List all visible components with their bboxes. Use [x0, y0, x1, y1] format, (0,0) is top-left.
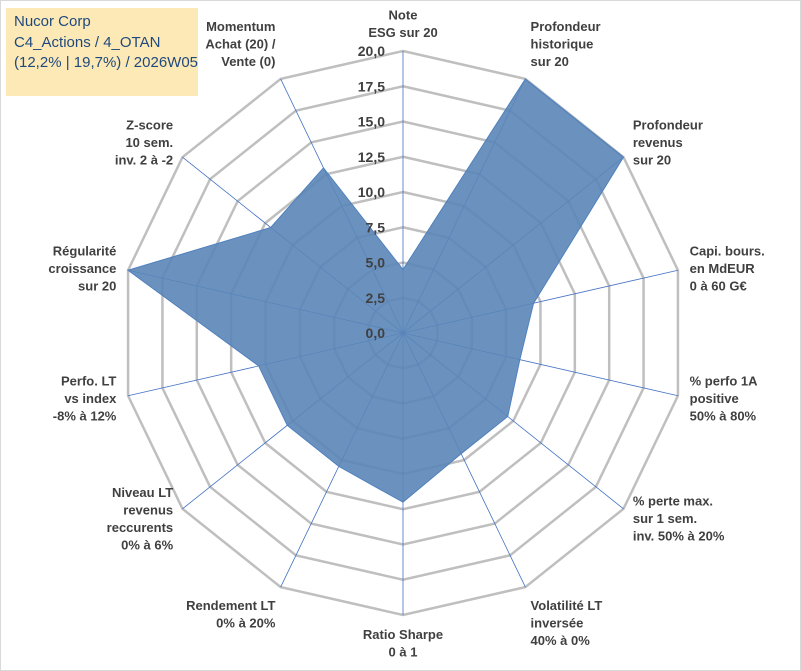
axis-label-6-line-0: Volatilité LT: [531, 598, 603, 613]
tick-label-7: 17,5: [358, 78, 385, 94]
axis-label-9: Niveau LT revenus reccurents 0% à 6%: [107, 485, 174, 553]
axis-label-10-line-0: Perfo. LT: [61, 373, 116, 388]
axis-label-7-line-1: 0 à 1: [389, 645, 418, 660]
info-box: Nucor Corp C4_Actions / 4_OTAN (12,2% | …: [6, 8, 198, 96]
axis-label-12: Z-score 10 sem. inv. 2 à -2: [115, 117, 173, 167]
axis-label-11: Régularité croissance sur 20: [48, 244, 116, 294]
tick-label-4: 10,0: [358, 184, 385, 200]
info-stats: (12,2% | 19,7%) / 2026W05: [14, 54, 198, 71]
axis-label-10: Perfo. LT vs index -8% à 12%: [53, 373, 117, 423]
axis-label-7-line-0: Ratio Sharpe: [363, 627, 443, 642]
axis-label-12-line-1: 10 sem.: [125, 135, 173, 150]
tick-label-6: 15,0: [358, 114, 385, 130]
axis-label-5-line-2: inv. 50% à 20%: [633, 529, 725, 544]
axis-label-12-line-0: Z-score: [126, 117, 173, 132]
axis-label-2-line-0: Profondeur: [633, 117, 703, 132]
axis-label-2-line-2: sur 20: [633, 152, 671, 167]
axis-label-5-line-1: sur 1 sem.: [633, 511, 697, 526]
tick-label-2: 5,0: [366, 255, 386, 271]
axis-label-13-line-0: Momentum: [206, 19, 275, 34]
axis-label-5-line-0: % perte max.: [633, 494, 713, 509]
tick-label-3: 7,5: [366, 219, 386, 235]
axis-label-9-line-0: Niveau LT: [112, 485, 173, 500]
tick-label-8: 20,0: [358, 43, 385, 59]
axis-label-2: Profondeur revenus sur 20: [633, 117, 703, 167]
axis-label-6-line-2: 40% à 0%: [531, 633, 591, 648]
axis-label-8: Rendement LT 0% à 20%: [186, 598, 276, 631]
tick-label-5: 12,5: [358, 149, 385, 165]
axis-label-3-line-1: en MdEUR: [690, 261, 756, 276]
axis-label-4: % perfo 1A positive 50% à 80%: [690, 373, 759, 423]
axis-label-3: Capi. bours. en MdEUR 0 à 60 G€: [690, 244, 765, 294]
tick-label-0: 0,0: [366, 325, 386, 341]
axis-label-1-line-2: sur 20: [531, 54, 569, 69]
axis-label-3-line-2: 0 à 60 G€: [690, 279, 747, 294]
axis-label-11-line-0: Régularité: [53, 244, 117, 259]
axis-label-9-line-3: 0% à 6%: [121, 537, 173, 552]
axis-label-8-line-1: 0% à 20%: [216, 616, 276, 631]
radar-series: [126, 78, 625, 503]
axis-label-13-line-2: Vente (0): [221, 54, 275, 69]
axis-label-12-line-2: inv. 2 à -2: [115, 152, 173, 167]
axis-label-0-line-1: ESG sur 20: [368, 25, 437, 40]
axis-label-9-line-2: reccurents: [107, 520, 173, 535]
axis-label-4-line-0: % perfo 1A: [690, 373, 759, 388]
axis-label-9-line-1: revenus: [123, 502, 173, 517]
axis-label-1-line-1: historique: [531, 36, 594, 51]
axis-label-4-line-2: 50% à 80%: [690, 408, 757, 423]
axis-label-5: % perte max. sur 1 sem. inv. 50% à 20%: [633, 494, 725, 544]
axis-label-13-line-1: Achat (20) /: [205, 36, 275, 51]
axis-label-1-line-0: Profondeur: [531, 19, 601, 34]
axis-label-10-line-2: -8% à 12%: [53, 408, 117, 423]
axis-label-11-line-1: croissance: [48, 261, 116, 276]
axis-label-6-line-1: inversée: [531, 616, 584, 631]
axis-label-3-line-0: Capi. bours.: [690, 244, 765, 259]
info-company-name: Nucor Corp: [14, 13, 91, 30]
radar-tick-labels: 0,0 2,5 5,0 7,5 10,0 12,5 15,0 17,5 20,0: [358, 43, 385, 341]
axis-label-11-line-2: sur 20: [78, 279, 116, 294]
tick-label-1: 2,5: [366, 290, 386, 306]
radar-axis-labels: Note ESG sur 20 Profondeur historique sur 20…: [48, 8, 764, 660]
axis-label-8-line-0: Rendement LT: [186, 598, 275, 613]
axis-label-7: Ratio Sharpe 0 à 1: [363, 627, 443, 660]
info-category: C4_Actions / 4_OTAN: [14, 33, 161, 51]
axis-label-2-line-1: revenus: [633, 135, 683, 150]
axis-label-4-line-1: positive: [690, 391, 739, 406]
axis-label-10-line-1: vs index: [64, 391, 117, 406]
axis-label-0-line-0: Note: [389, 8, 418, 23]
axis-label-13: Momentum Achat (20) / Vente (0): [205, 19, 275, 69]
axis-label-1: Profondeur historique sur 20: [531, 19, 601, 69]
axis-label-6: Volatilité LT inversée 40% à 0%: [531, 598, 603, 648]
axis-label-0: Note ESG sur 20: [368, 8, 437, 41]
